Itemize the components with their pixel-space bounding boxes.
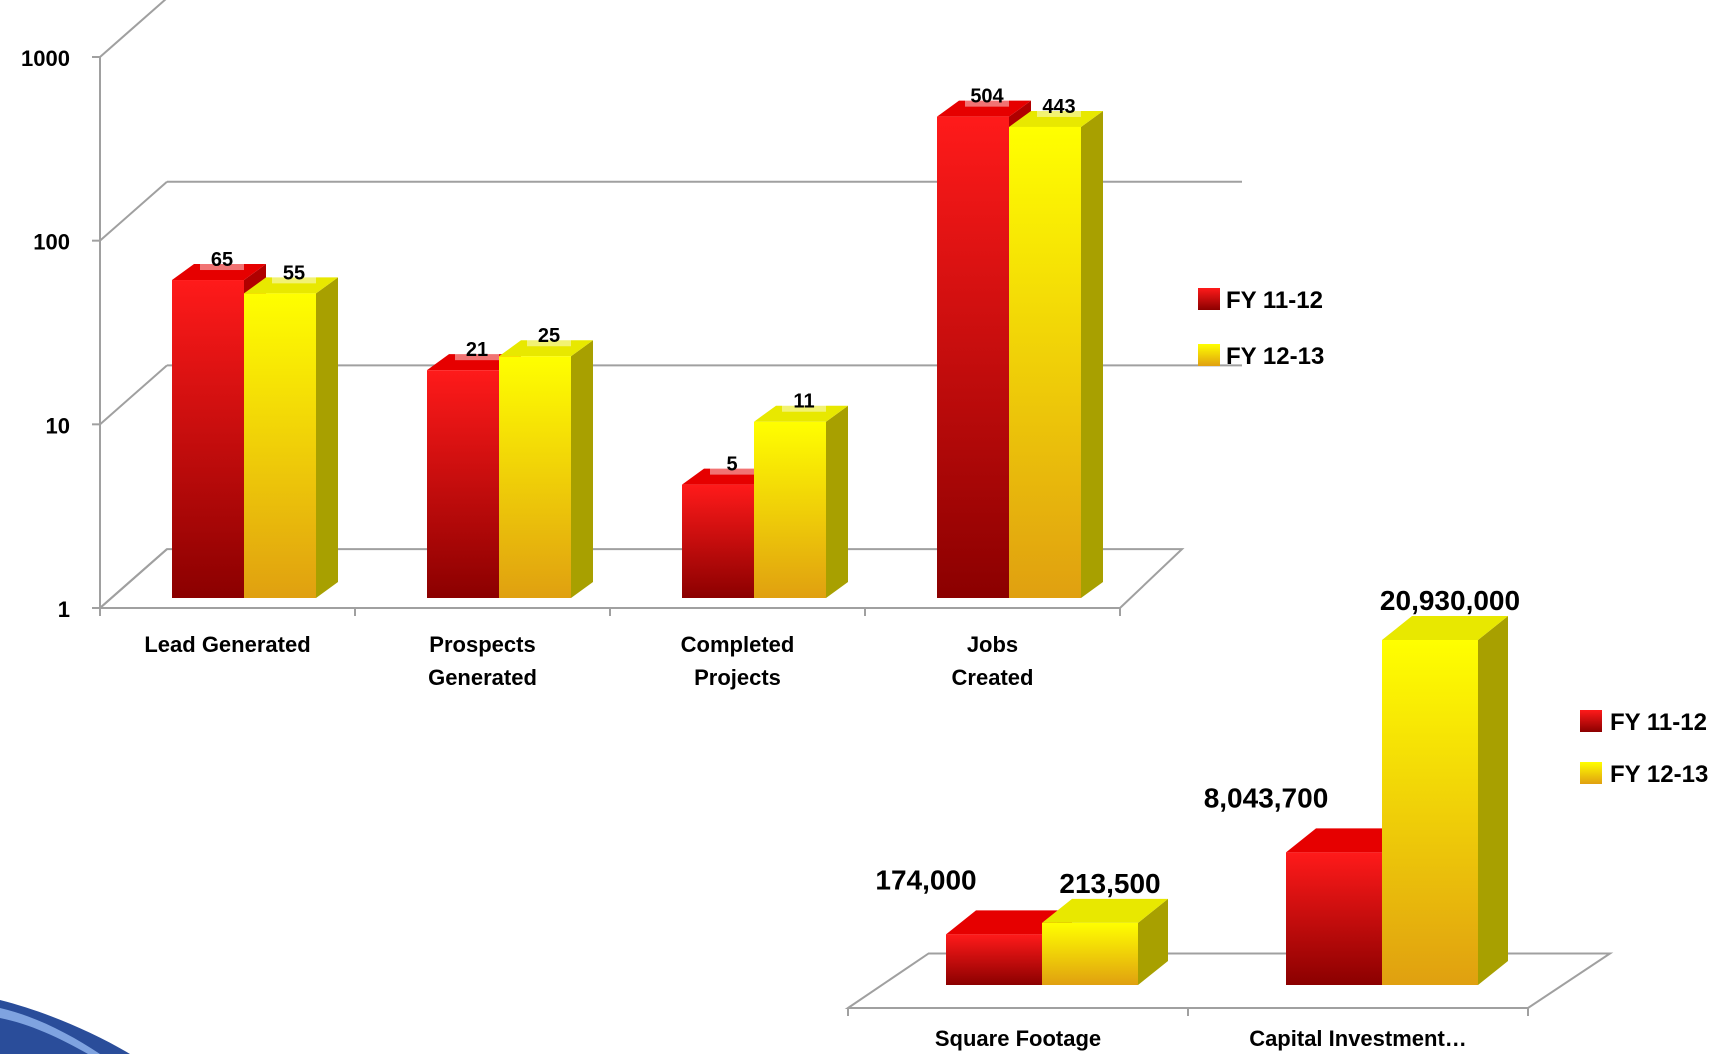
chart-2-bar [1042,898,1168,985]
chart-1-bar-front [499,356,571,598]
chart-1-bar [754,405,848,598]
chart-1-ytick-label: 10 [46,413,70,438]
chart-1-ytick-label: 1000 [21,46,70,71]
chart-1-bar-side [826,405,848,598]
chart-1-category-label: Jobs [967,632,1018,657]
chart-1-category-label: Prospects [429,632,535,657]
chart-1-bar-top [682,468,776,485]
chart-1-data-label: 65 [211,249,233,271]
chart-2-category-label: Capital Investment… [1249,1026,1467,1051]
chart-1-bar-side [1081,110,1103,598]
chart-1-data-label-plate [527,326,571,347]
chart-1-bar-front [244,293,316,598]
chart-1-gridline-diag [99,181,168,242]
chart-2-bar-top [946,910,1072,935]
chart-1-data-label: 443 [1042,96,1075,118]
chart-1-legend-label: FY 12-13 [1226,343,1324,370]
chart-1-data-label: 55 [283,262,305,284]
chart-1-bar-side [316,277,338,598]
chart-1-data-label: 11 [793,391,814,413]
chart-2-data-label: 174,000 [875,864,976,895]
chart-1-bar-top [427,354,521,371]
chart-1-bar-top [172,264,266,281]
chart-2-bar-top [1286,828,1412,853]
chart-1-legend-swatch [1198,288,1220,310]
chart-1-category-label: Lead Generated [144,632,310,657]
chart-2-legend-swatch [1580,710,1602,732]
chart-1-bar [499,340,593,598]
chart-1-data-label-plate [272,263,316,284]
chart-1-bar-top [244,277,338,294]
chart-1-category-label: Created [952,665,1034,690]
chart-1-category-label: Completed [681,632,795,657]
chart-1-bar-side [571,340,593,598]
chart-1-data-label: 25 [538,325,560,347]
chart-2-category-label: Square Footage [935,1026,1101,1051]
chart-2-data-label: 213,500 [1059,868,1160,899]
chart-1: 1 10 100 1000 504 443 Jobs Created 5 11 Completed P… [21,0,1324,690]
chart-1-ytick-label: 1 [58,597,70,622]
chart-2-legend-swatch [1580,762,1602,784]
chart-1-data-label-plate [782,391,826,412]
chart-1-gridline-diag [99,548,168,609]
chart-1-category-label: Generated [428,665,537,690]
chart-2-data-label: 8,043,700 [1204,782,1329,813]
chart-2-bar-front [1382,640,1478,985]
chart-1-bar-top [1009,110,1103,127]
chart-2-legend-label: FY 11-12 [1610,709,1707,736]
chart-1-category-label: Projects [694,665,781,690]
chart-2-bar-top [1042,898,1168,923]
chart-1-bar-front [427,370,499,598]
chart-1-data-label-plate [710,454,754,475]
chart-1-bar [244,277,338,598]
chart-2-bar-front [1042,922,1138,985]
chart-1-data-label-plate [200,250,244,271]
chart-1-ytick-label: 100 [33,230,70,255]
chart-1-gridline-diag [99,364,168,426]
chart-1-legend-label: FY 11-12 [1226,287,1323,314]
chart-1-data-label-plate [455,340,499,361]
chart-2-bar-side [1478,616,1508,985]
chart-1-bar-front [172,280,244,598]
chart-2-bar-top [1382,616,1508,640]
slide-corner-decoration [0,1000,130,1054]
slide-corner-decoration-highlight [0,1008,100,1054]
chart-1-gridline-diag [99,0,167,58]
chart-1-data-label: 5 [726,454,737,476]
chart-1-bar-top [937,100,1031,117]
chart-1-data-label-plate [1037,96,1081,117]
chart-1-data-label: 504 [970,86,1004,108]
chart-2-data-label: 20,930,000 [1380,585,1520,616]
chart-1-bar-front [1009,126,1081,598]
chart-2-bar [1382,616,1508,985]
chart-2-legend-label: FY 12-13 [1610,761,1708,788]
chart-1-bar-front [754,421,826,598]
chart-1-bar-top [499,340,593,357]
chart-1-bar-front [682,484,754,598]
chart-2-bar-side [1138,898,1168,985]
chart-1-data-label: 21 [466,339,488,361]
chart-2: 8,043,700 20,930,000 Capital Investment… 17… [844,585,1708,1051]
chart-1-data-label-plate [965,86,1009,107]
chart-1-bar [1009,110,1103,598]
chart-1-bar-front [937,116,1009,598]
chart-1-legend-swatch [1198,344,1220,366]
chart-2-bar-front [946,934,1042,985]
chart-2-bar-front [1286,852,1382,985]
chart-1-bar-top [754,405,848,422]
